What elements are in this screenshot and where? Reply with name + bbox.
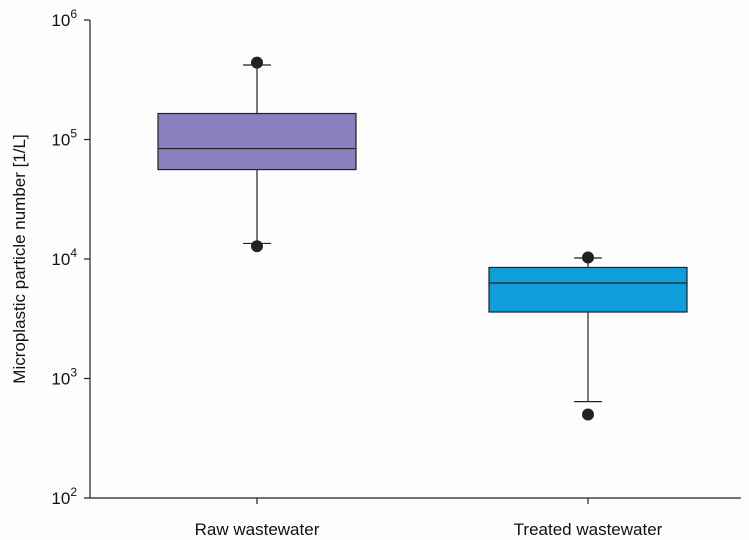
plot-area (90, 20, 741, 498)
outlier-point (582, 251, 594, 264)
y-axis-title: Microplastic particle number [1/L] (10, 134, 29, 383)
outlier-point (582, 408, 594, 421)
y-tick-label: 104 (51, 246, 77, 269)
y-tick-label: 103 (51, 366, 77, 389)
outlier-point (251, 240, 263, 253)
y-tick-label: 102 (51, 485, 77, 508)
y-tick-label: 106 (51, 7, 77, 30)
y-tick-label: 105 (51, 127, 77, 150)
x-category-label: Raw wastewater (195, 520, 320, 539)
x-category-label: Treated wastewater (514, 520, 663, 539)
box-iqr (488, 266, 688, 313)
outlier-point (251, 56, 263, 69)
box-iqr (157, 112, 357, 171)
